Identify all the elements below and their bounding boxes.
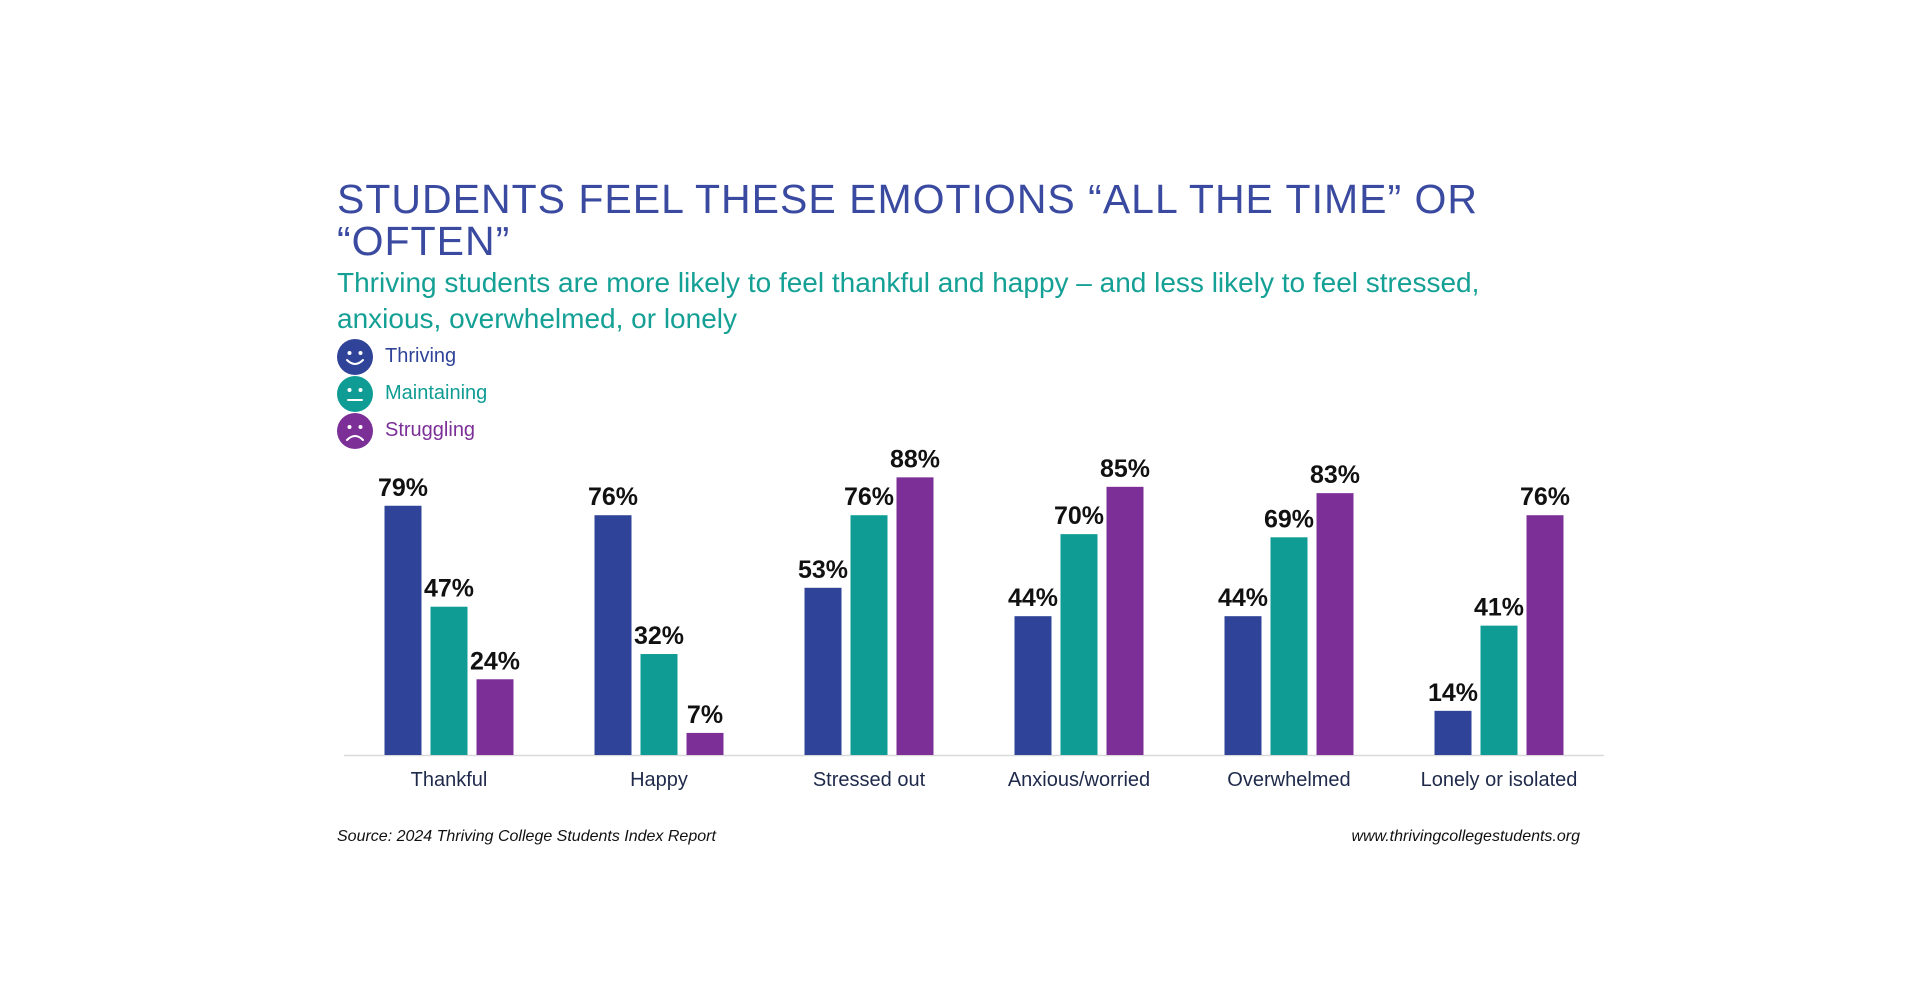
smiley-neutral-icon [337, 375, 373, 412]
x-tick-label-lonely-or-isolated: Lonely or isolated [1421, 769, 1578, 791]
legend-label-struggling: Struggling [385, 419, 476, 441]
bar-thriving-anxious-worried [1014, 616, 1052, 755]
bar-maintaining-thankful [430, 606, 468, 755]
data-label-struggling-overwhelmed: 83% [1310, 461, 1360, 489]
bar-maintaining-anxious-worried [1060, 534, 1098, 755]
data-label-maintaining-happy: 32% [634, 622, 684, 650]
data-label-thriving-stressed-out: 53% [798, 556, 848, 584]
bar-maintaining-stressed-out [850, 515, 888, 755]
x-tick-label-happy: Happy [630, 769, 688, 791]
data-label-maintaining-stressed-out: 76% [844, 483, 894, 511]
bar-struggling-thankful [476, 679, 514, 755]
x-tick-label-anxious-worried: Anxious/worried [1008, 769, 1150, 791]
bar-struggling-lonely-or-isolated [1526, 515, 1564, 755]
data-label-struggling-anxious-worried: 85% [1100, 455, 1150, 483]
legend-label-maintaining: Maintaining [385, 382, 488, 404]
data-label-maintaining-overwhelmed: 69% [1264, 505, 1314, 533]
bar-thriving-overwhelmed [1224, 616, 1262, 755]
bar-thriving-happy [594, 515, 632, 755]
x-tick-label-stressed-out: Stressed out [813, 769, 926, 791]
x-tick-label-thankful: Thankful [411, 769, 488, 791]
data-label-maintaining-anxious-worried: 70% [1054, 502, 1104, 530]
bar-maintaining-overwhelmed [1270, 537, 1308, 755]
chart-subtitle: Thriving students are more likely to fee… [337, 267, 1480, 334]
legend-item-thriving: Thriving [337, 338, 487, 375]
bar-chart: 79% 47% 24% Thankful 76% 32% 7% Happy 53% 76% 88% S… [344, 445, 1604, 791]
bar-struggling-stressed-out [896, 477, 934, 755]
website-link[interactable]: www.thrivingcollegestudents.org [1351, 828, 1580, 845]
data-label-maintaining-lonely-or-isolated: 41% [1474, 594, 1524, 622]
data-label-struggling-happy: 7% [687, 701, 723, 729]
bar-struggling-happy [686, 732, 724, 755]
smiley-sad-icon [337, 412, 373, 449]
data-label-thriving-overwhelmed: 44% [1218, 584, 1268, 612]
legend-item-maintaining: Maintaining [337, 375, 487, 412]
smiley-happy-icon [337, 338, 373, 375]
bar-thriving-lonely-or-isolated [1434, 710, 1472, 755]
data-label-thriving-happy: 76% [588, 483, 638, 511]
legend-item-struggling: Struggling [337, 412, 487, 449]
data-label-struggling-stressed-out: 88% [890, 445, 940, 473]
bar-maintaining-lonely-or-isolated [1480, 625, 1518, 755]
bar-struggling-overwhelmed [1316, 493, 1354, 755]
data-label-struggling-lonely-or-isolated: 76% [1520, 483, 1570, 511]
legend: Thriving Maintaining Struggling [337, 338, 487, 449]
chart-title: STUDENTS FEEL THESE EMOTIONS “ALL THE TI… [337, 176, 1479, 264]
bar-thriving-thankful [384, 505, 422, 755]
x-tick-label-overwhelmed: Overwhelmed [1227, 769, 1350, 791]
data-label-thriving-lonely-or-isolated: 14% [1428, 679, 1478, 707]
data-label-struggling-thankful: 24% [470, 647, 520, 675]
data-label-maintaining-thankful: 47% [424, 575, 474, 603]
data-label-thriving-thankful: 79% [378, 474, 428, 502]
legend-label-thriving: Thriving [385, 345, 457, 367]
bar-maintaining-happy [640, 654, 678, 755]
bar-struggling-anxious-worried [1106, 486, 1144, 755]
data-label-thriving-anxious-worried: 44% [1008, 584, 1058, 612]
bar-thriving-stressed-out [804, 587, 842, 755]
source-note: Source: 2024 Thriving College Students I… [337, 828, 716, 845]
